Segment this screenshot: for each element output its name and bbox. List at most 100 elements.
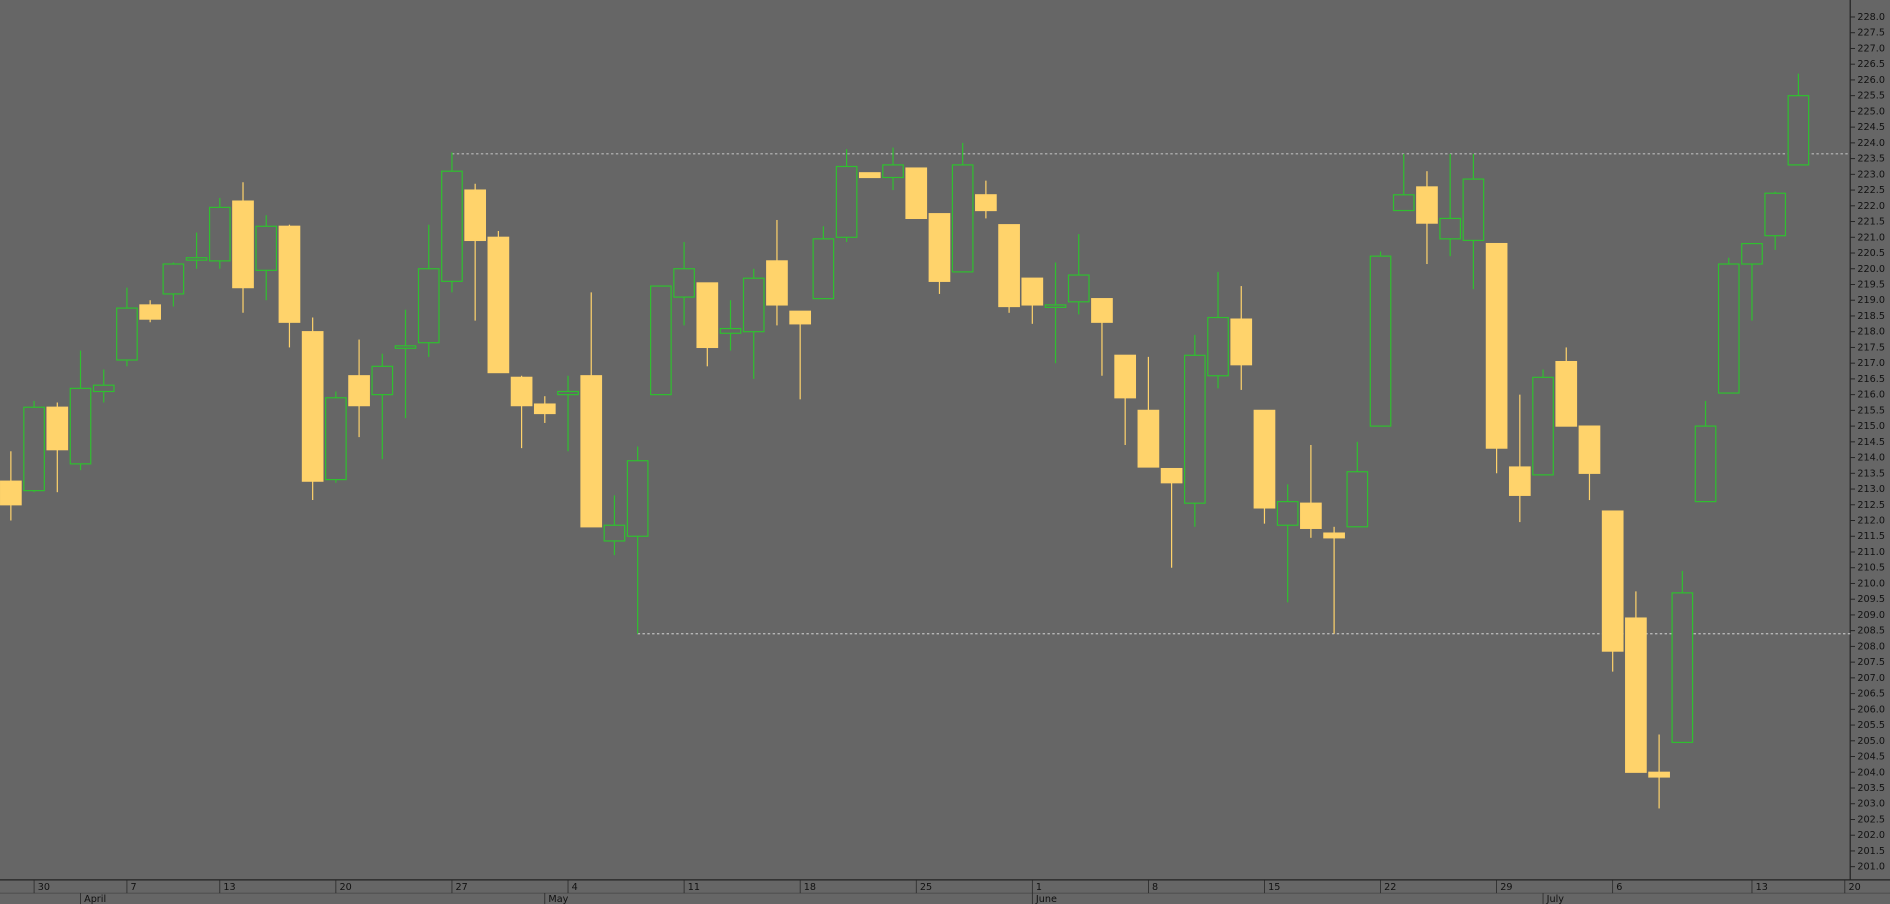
candle-body xyxy=(1300,502,1322,529)
y-tick-label: 227.5 xyxy=(1857,28,1885,39)
y-tick-label: 214.5 xyxy=(1857,437,1885,448)
y-tick-label: 202.0 xyxy=(1857,830,1885,841)
y-tick-label: 220.5 xyxy=(1857,248,1885,259)
candle-body xyxy=(417,268,440,344)
candle-body xyxy=(719,327,742,334)
y-tick-label: 203.0 xyxy=(1857,799,1885,810)
y-tick-label: 211.5 xyxy=(1857,531,1885,542)
candle-body xyxy=(1694,425,1717,503)
candle-body xyxy=(1625,617,1647,773)
y-tick-label: 221.5 xyxy=(1857,217,1885,228)
y-tick-label: 210.0 xyxy=(1857,578,1885,589)
y-tick-label: 213.0 xyxy=(1857,484,1885,495)
candle-body xyxy=(69,387,92,465)
y-tick-label: 222.0 xyxy=(1857,201,1885,212)
y-tick-label: 206.0 xyxy=(1857,704,1885,715)
y-tick-label: 225.5 xyxy=(1857,91,1885,102)
candle-body xyxy=(789,310,812,325)
candle-body xyxy=(975,194,997,212)
candle-body xyxy=(1764,192,1787,237)
x-tick-label: 20 xyxy=(339,882,351,893)
candle-body xyxy=(0,480,22,506)
y-tick-label: 205.0 xyxy=(1857,736,1885,747)
candle-body xyxy=(1114,354,1137,399)
candle-body xyxy=(1183,354,1206,504)
y-tick-label: 217.0 xyxy=(1857,358,1885,369)
month-label: July xyxy=(1546,894,1565,904)
x-tick-label: 6 xyxy=(1616,882,1622,893)
y-tick-label: 212.5 xyxy=(1857,500,1885,511)
candle-body xyxy=(1067,274,1090,303)
candle-body xyxy=(348,375,370,407)
candle-body xyxy=(580,375,603,528)
candle-body xyxy=(1671,592,1694,743)
x-tick-label: 13 xyxy=(223,882,235,893)
candle-body xyxy=(1741,242,1763,265)
x-tick-label: 11 xyxy=(688,882,700,893)
candle-body xyxy=(394,345,417,349)
y-tick-label: 223.5 xyxy=(1857,154,1885,165)
x-tick-label: 7 xyxy=(131,882,137,893)
candle-body xyxy=(557,390,579,396)
y-tick-label: 208.5 xyxy=(1857,626,1885,637)
x-tick-label: 8 xyxy=(1152,882,1158,893)
candle-body xyxy=(1207,316,1229,377)
candle-body xyxy=(162,263,185,295)
candle-body xyxy=(139,304,162,320)
candle-body xyxy=(1578,425,1601,474)
candle-body xyxy=(1462,178,1485,242)
candle-body xyxy=(510,376,533,407)
y-tick-label: 201.0 xyxy=(1857,862,1885,873)
candle-body xyxy=(951,164,974,273)
candle-body xyxy=(1532,376,1554,476)
candle-body xyxy=(1346,471,1369,528)
y-tick-label: 207.0 xyxy=(1857,673,1885,684)
candle-body xyxy=(1230,318,1253,366)
x-tick-label: 29 xyxy=(1500,882,1512,893)
candle-body xyxy=(1276,501,1299,526)
y-tick-label: 203.5 xyxy=(1857,783,1885,794)
candle-body xyxy=(232,200,254,289)
candle-body xyxy=(116,307,138,361)
candle-body xyxy=(1323,532,1345,539)
x-tick-label: 18 xyxy=(804,882,816,893)
y-tick-label: 224.0 xyxy=(1857,138,1885,149)
candle-body xyxy=(1648,771,1670,778)
month-label: June xyxy=(1035,894,1057,904)
y-tick-label: 218.5 xyxy=(1857,311,1885,322)
y-tick-label: 204.0 xyxy=(1857,767,1885,778)
y-tick-label: 219.0 xyxy=(1857,295,1885,306)
x-tick-label: 13 xyxy=(1756,882,1768,893)
candle-body xyxy=(208,206,231,262)
y-tick-label: 204.5 xyxy=(1857,752,1885,763)
candle-body xyxy=(1787,95,1810,166)
y-tick-label: 217.5 xyxy=(1857,342,1885,353)
candle-body xyxy=(928,213,951,282)
candle-body xyxy=(650,285,672,396)
y-tick-label: 223.0 xyxy=(1857,169,1885,180)
candle-body xyxy=(92,384,115,393)
x-tick-label: 15 xyxy=(1268,882,1280,893)
candle-body xyxy=(487,236,510,374)
y-tick-label: 215.0 xyxy=(1857,421,1885,432)
x-tick-label: 25 xyxy=(920,882,932,893)
y-tick-label: 212.0 xyxy=(1857,516,1885,527)
y-tick-label: 215.5 xyxy=(1857,405,1885,416)
month-label: April xyxy=(84,894,106,904)
candle-body xyxy=(371,365,394,396)
y-tick-label: 211.0 xyxy=(1857,547,1885,558)
y-tick-label: 205.5 xyxy=(1857,720,1885,731)
y-tick-label: 220.0 xyxy=(1857,264,1885,275)
candle-body xyxy=(1091,298,1113,323)
candle-body xyxy=(1439,217,1462,240)
candle-body xyxy=(998,224,1020,308)
y-tick-label: 206.5 xyxy=(1857,689,1885,700)
candle-body xyxy=(1508,466,1531,496)
candle-body xyxy=(301,331,324,482)
candle-body xyxy=(1717,263,1740,394)
candle-body xyxy=(1369,255,1392,427)
candle-body xyxy=(1137,409,1160,468)
